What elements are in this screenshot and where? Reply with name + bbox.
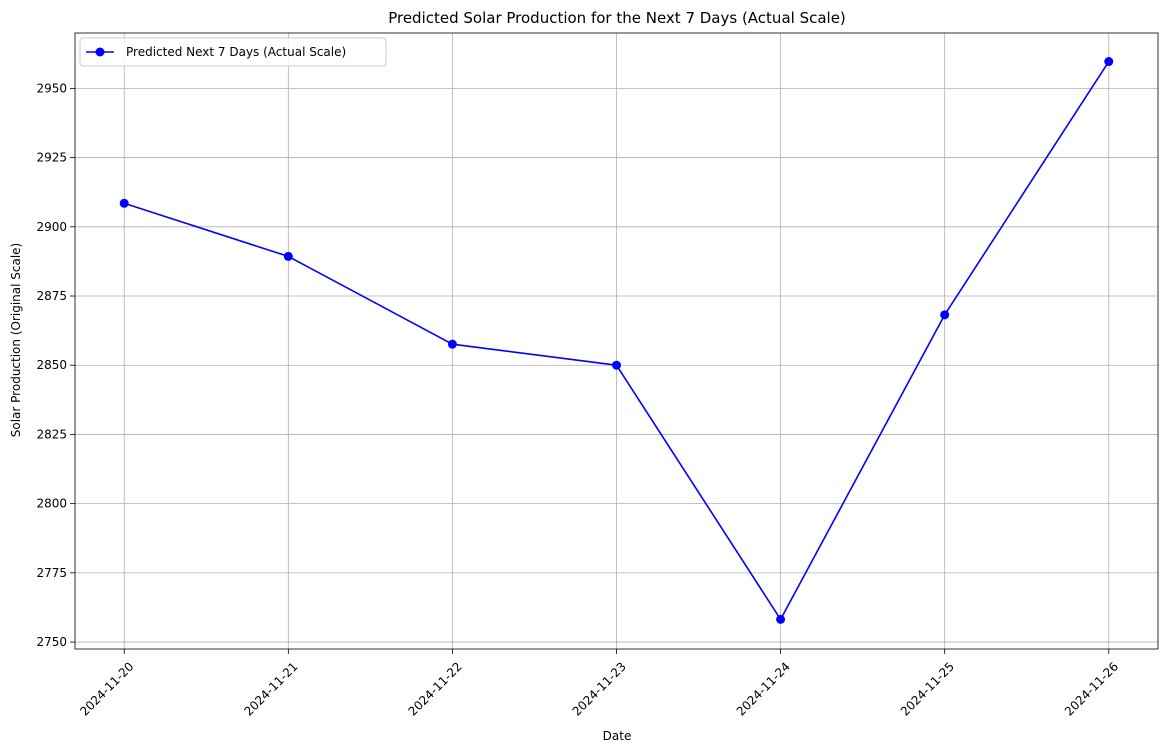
x-tick-label: 2024-11-21 [241, 659, 300, 718]
x-axis-label: Date [603, 729, 632, 743]
y-tick-label: 2925 [36, 151, 67, 165]
y-tick-label: 2825 [36, 427, 67, 441]
x-tick-label: 2024-11-26 [1062, 659, 1121, 718]
x-tick-label: 2024-11-25 [898, 659, 957, 718]
x-tick-label: 2024-11-22 [406, 659, 465, 718]
x-axis-ticks: 2024-11-20 2024-11-21 2024-11-22 2024-11-23… [77, 649, 1121, 719]
data-point [776, 614, 786, 624]
x-tick-label: 2024-11-24 [734, 659, 793, 718]
legend-marker-swatch [95, 47, 105, 57]
y-axis-ticks: 2750 2775 2800 2825 2850 2875 2900 2925 2950 [36, 81, 75, 649]
y-tick-label: 2900 [36, 220, 67, 234]
y-tick-label: 2800 [36, 497, 67, 511]
data-point [119, 198, 129, 208]
series-layer [119, 57, 1114, 624]
y-axis-label: Solar Production (Original Scale) [9, 243, 23, 437]
x-gridlines [123, 33, 1110, 649]
data-point [283, 251, 293, 261]
legend-entry-label: Predicted Next 7 Days (Actual Scale) [126, 45, 346, 59]
data-point [612, 360, 621, 370]
legend: Predicted Next 7 Days (Actual Scale) [79, 37, 387, 67]
y-tick-label: 2850 [36, 358, 67, 372]
data-point [1104, 57, 1114, 67]
y-tick-label: 2775 [36, 566, 67, 580]
y-tick-label: 2950 [36, 81, 67, 95]
chart-title: Predicted Solar Production for the Next … [388, 9, 846, 27]
data-point [940, 310, 950, 320]
legend-box [79, 37, 387, 67]
x-tick-label: 2024-11-20 [77, 659, 136, 718]
y-tick-label: 2750 [36, 635, 67, 649]
x-tick-label: 2024-11-23 [570, 659, 629, 718]
data-point [447, 339, 457, 349]
y-tick-label: 2875 [36, 289, 67, 303]
